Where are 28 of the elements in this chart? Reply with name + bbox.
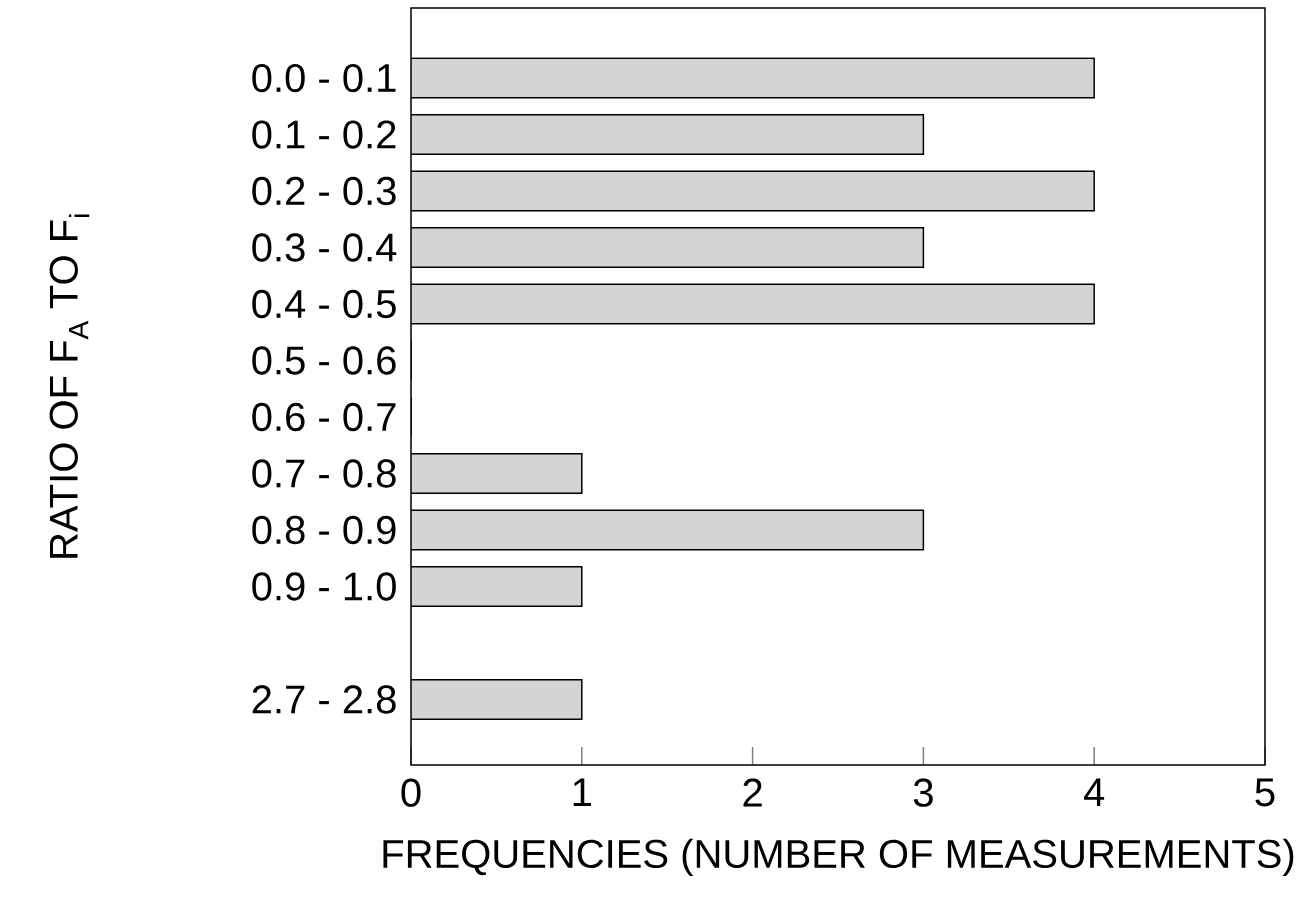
y-tick-label: 0.2 - 0.3 <box>252 176 396 206</box>
x-tick-label: 3 <box>913 778 933 807</box>
x-tick-label: 5 <box>1255 778 1275 807</box>
y-tick-label: 2.7 - 2.8 <box>252 685 396 714</box>
x-tick-label: 0 <box>401 778 421 807</box>
bar <box>411 227 925 269</box>
y-axis-title: RATIO OF F$_{A}$ TO F$_{i}$ <box>49 214 90 558</box>
y-tick-label: 0.0 - 0.1 <box>252 63 396 93</box>
bar <box>411 565 583 607</box>
y-tick-label: 0.7 - 0.8 <box>252 459 396 488</box>
y-tick-label: 0.3 - 0.4 <box>252 233 397 262</box>
x-tick-label: 2 <box>743 778 762 807</box>
bar <box>411 57 1095 99</box>
x-tick-label: 1 <box>573 778 591 807</box>
bar <box>411 509 925 551</box>
x-tick-label: 4 <box>1084 778 1105 807</box>
bar <box>411 452 583 495</box>
y-tick-label: 0.8 - 0.9 <box>252 515 396 545</box>
bar <box>411 114 925 156</box>
bar <box>411 170 1095 212</box>
y-tick-label: 0.4 - 0.5 <box>252 289 396 319</box>
y-tick-label: 0.5 - 0.6 <box>252 346 396 375</box>
y-tick-label: 0.6 - 0.7 <box>252 402 396 432</box>
bar <box>411 678 583 720</box>
bar <box>411 283 1095 325</box>
y-tick-label: 0.1 - 0.2 <box>252 120 396 149</box>
y-tick-label: 0.9 - 1.0 <box>252 572 396 601</box>
x-axis-title: FREQUENCIES (NUMBER OF MEASUREMENTS) <box>383 838 1294 876</box>
